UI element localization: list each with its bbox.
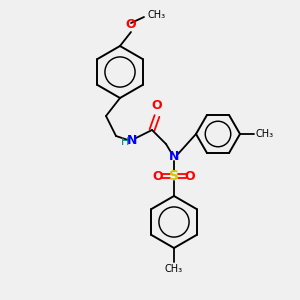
Text: N: N [127, 134, 137, 146]
Text: N: N [169, 149, 179, 163]
Text: O: O [126, 18, 136, 31]
Text: H: H [121, 137, 129, 147]
Text: O: O [153, 169, 163, 182]
Text: O: O [152, 99, 162, 112]
Text: CH₃: CH₃ [147, 10, 165, 20]
Text: CH₃: CH₃ [165, 264, 183, 274]
Text: O: O [185, 169, 195, 182]
Text: S: S [169, 169, 179, 183]
Text: CH₃: CH₃ [256, 129, 274, 139]
